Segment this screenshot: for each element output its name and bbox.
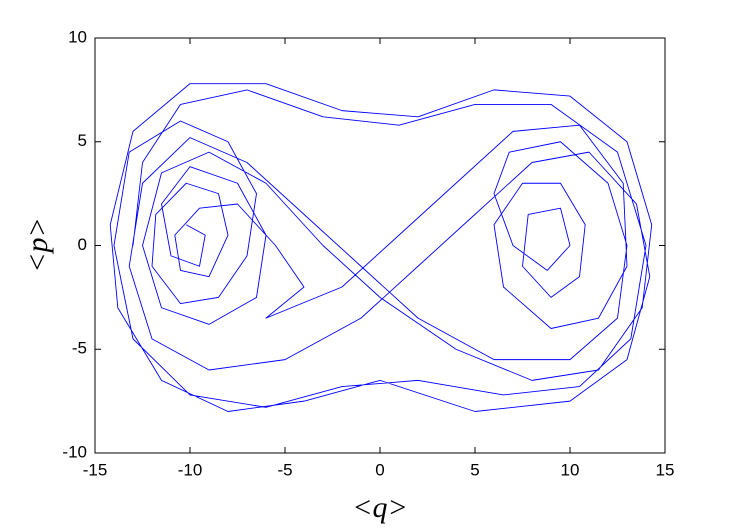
data-line: [109, 83, 653, 412]
x-tick-label: 15: [656, 460, 675, 479]
x-tick-label: 0: [375, 460, 384, 479]
y-tick-label: 0: [78, 235, 87, 254]
y-tick-label: 5: [78, 131, 87, 150]
x-tick-label: -5: [277, 460, 292, 479]
y-tick-label: 10: [68, 27, 87, 46]
y-tick-label: -10: [62, 442, 87, 461]
x-axis-label: <q>: [352, 491, 408, 524]
y-tick-label: -5: [72, 339, 87, 358]
x-tick-label: -15: [83, 460, 108, 479]
x-tick-label: 10: [561, 460, 580, 479]
plot-frame: [94, 37, 666, 454]
y-axis-label: <p>: [21, 217, 54, 273]
x-tick-label: -10: [178, 460, 203, 479]
x-tick-label: 5: [470, 460, 479, 479]
